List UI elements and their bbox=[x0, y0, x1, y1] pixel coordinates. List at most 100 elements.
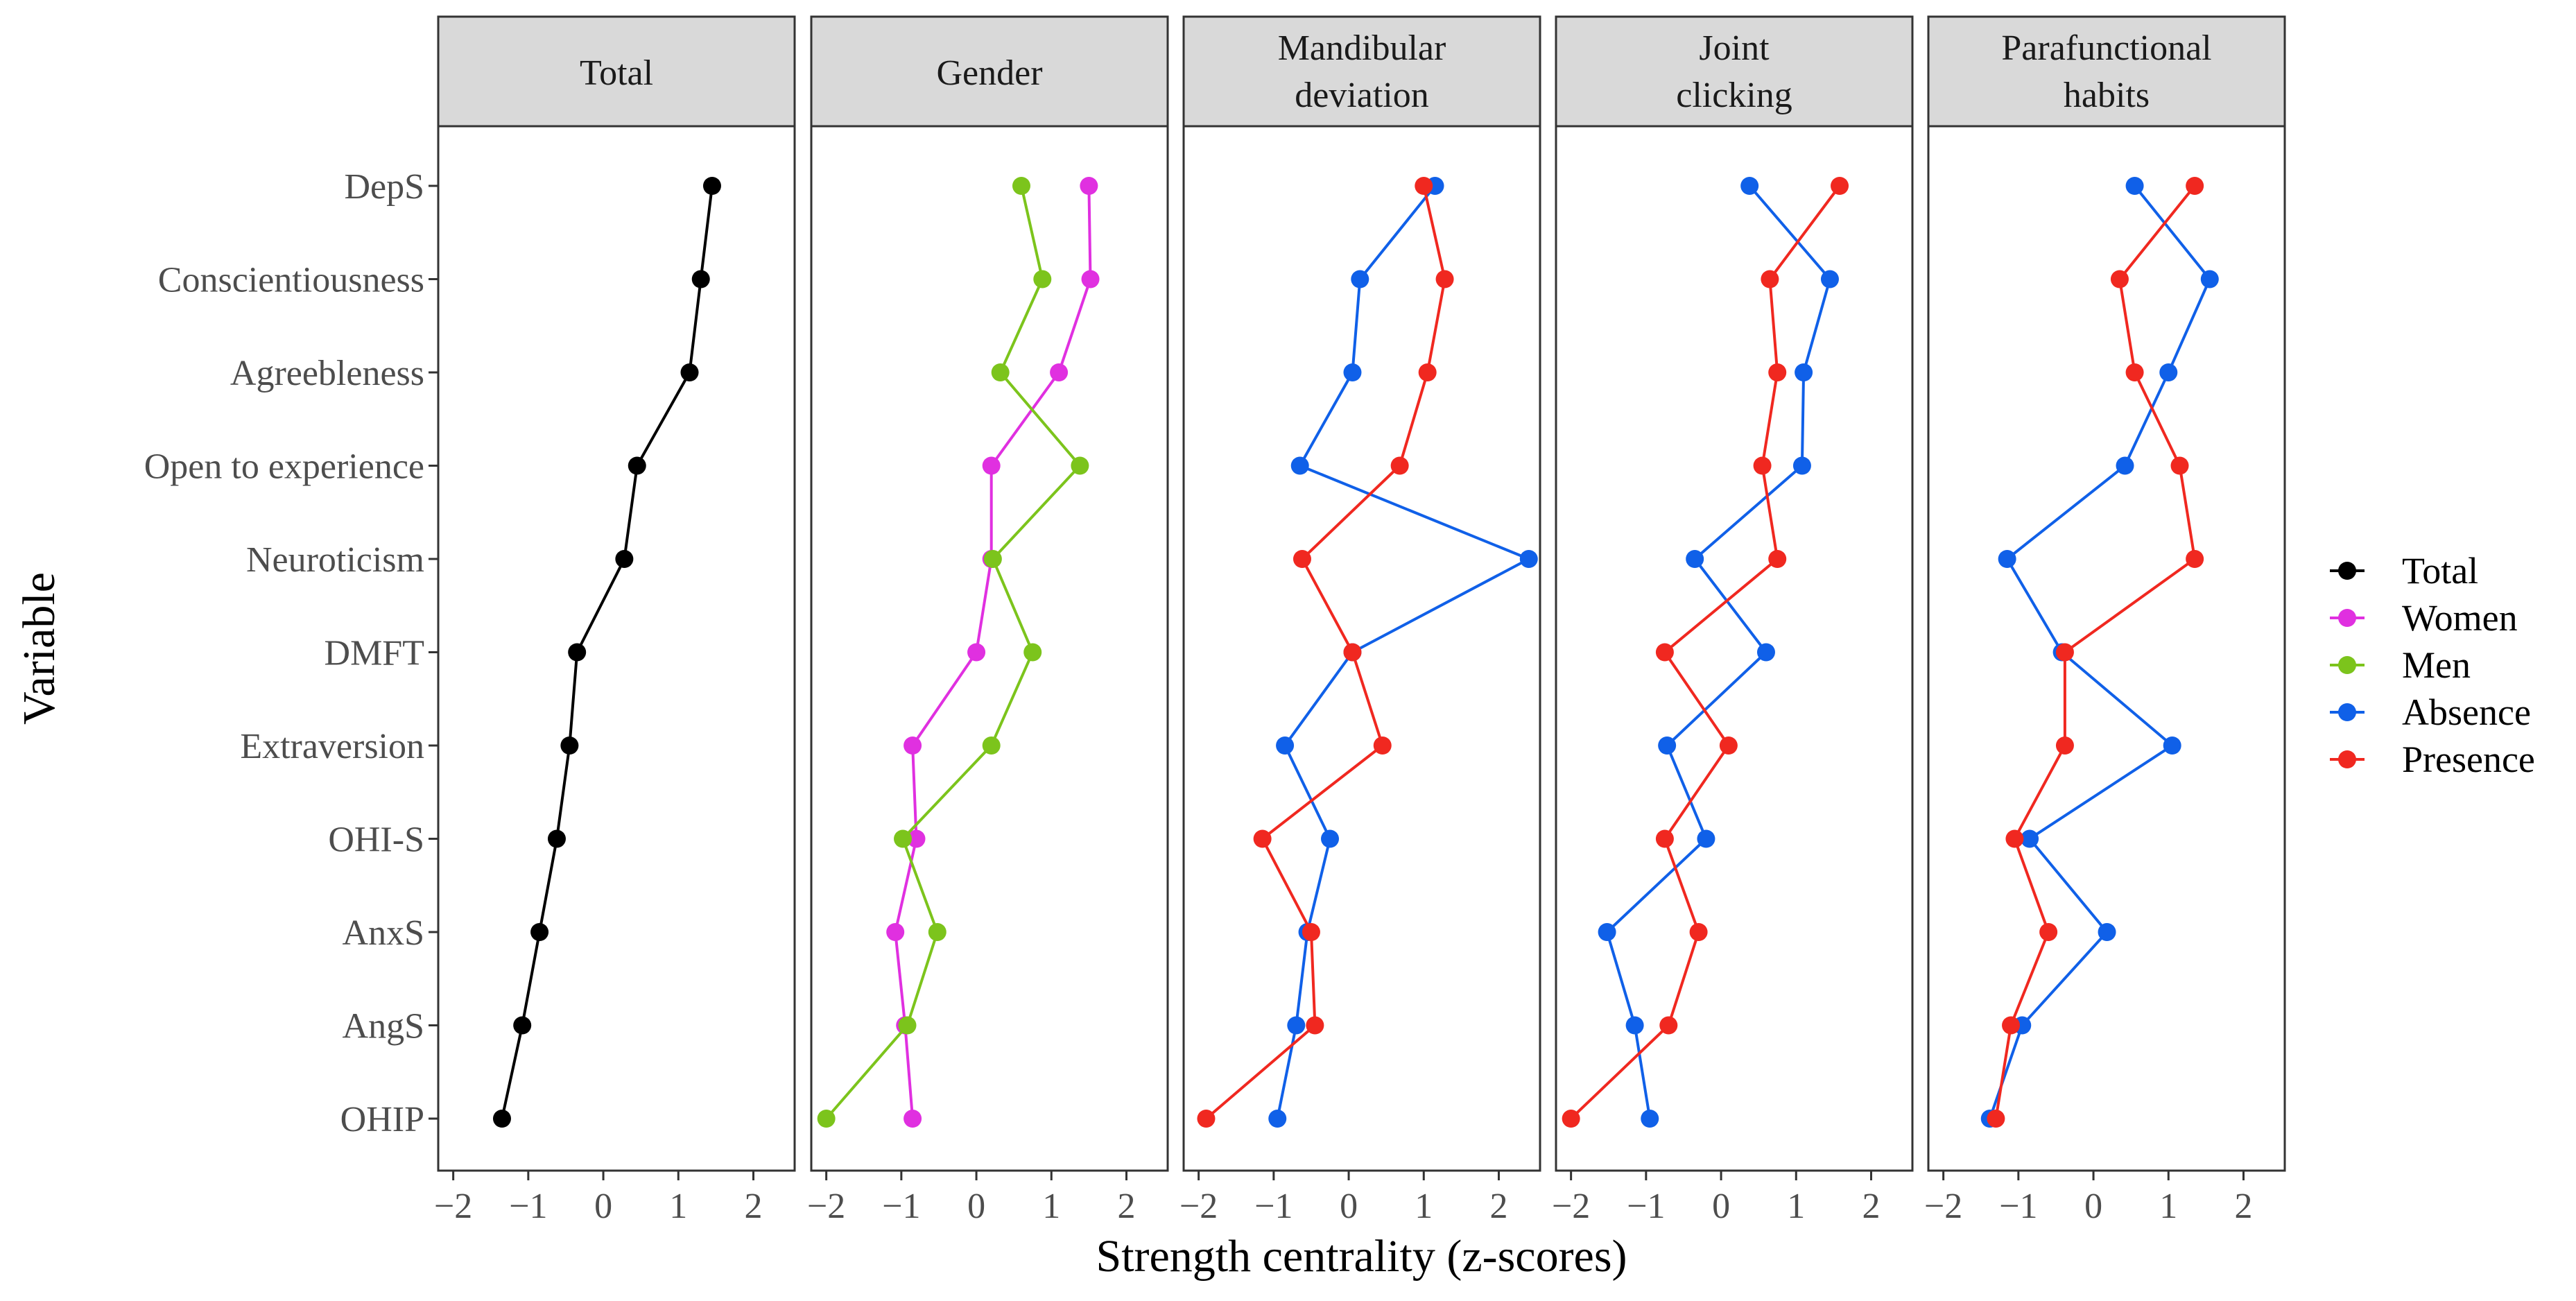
data-point-women bbox=[967, 643, 986, 662]
data-point-presence bbox=[1253, 829, 1272, 848]
data-point-total bbox=[513, 1016, 532, 1035]
data-point-presence bbox=[1390, 456, 1409, 475]
data-point-men bbox=[1071, 456, 1089, 475]
data-point-absence bbox=[1686, 550, 1704, 568]
data-point-men bbox=[983, 550, 1002, 568]
strip-title: Mandibular bbox=[1278, 28, 1446, 68]
data-point-total bbox=[530, 923, 549, 941]
data-point-women bbox=[1081, 270, 1100, 288]
x-tick-label: −2 bbox=[434, 1187, 472, 1226]
data-point-presence bbox=[2002, 1016, 2021, 1035]
data-point-presence bbox=[1293, 550, 1311, 568]
strip-background bbox=[1555, 15, 1914, 128]
data-point-total bbox=[615, 550, 634, 568]
legend-key-point bbox=[2338, 703, 2356, 721]
data-point-absence bbox=[2125, 177, 2144, 195]
y-tick-label: Extraversion bbox=[240, 727, 424, 766]
data-point-presence bbox=[2055, 736, 2074, 755]
data-point-total bbox=[560, 736, 579, 755]
data-point-presence bbox=[1761, 270, 1779, 288]
data-point-presence bbox=[1831, 177, 1849, 195]
panel-border bbox=[1927, 125, 2286, 1172]
strip-title: habits bbox=[2064, 76, 2150, 115]
data-point-women bbox=[904, 1110, 922, 1128]
data-point-presence bbox=[1987, 1110, 2005, 1128]
x-tick-label: 2 bbox=[1117, 1187, 1135, 1226]
data-point-presence bbox=[1659, 1016, 1678, 1035]
data-point-absence bbox=[2159, 363, 2178, 381]
legend: Total Women Men Absence Presence bbox=[2330, 550, 2535, 780]
data-point-total bbox=[568, 643, 587, 662]
data-point-absence bbox=[1792, 456, 1811, 475]
y-tick-label: DepS bbox=[344, 167, 424, 207]
strip-title: clicking bbox=[1676, 76, 1792, 115]
data-point-absence bbox=[1321, 829, 1340, 848]
data-point-presence bbox=[1719, 736, 1738, 755]
facet-panel-2: Gender −2 −1 0 1 2 bbox=[807, 15, 1169, 1226]
data-point-women bbox=[1050, 363, 1069, 381]
legend-label: Men bbox=[2402, 644, 2471, 686]
data-point-women bbox=[886, 923, 905, 941]
facet-panel-3: Mandibular deviation −2 −1 0 1 2 bbox=[1179, 15, 1541, 1226]
strip-background bbox=[810, 15, 1169, 128]
data-point-men bbox=[991, 363, 1010, 381]
data-point-absence bbox=[1658, 736, 1677, 755]
data-point-total bbox=[628, 456, 646, 475]
strip-background bbox=[1182, 15, 1541, 128]
data-point-absence bbox=[1697, 829, 1715, 848]
y-tick-label: Conscientiousness bbox=[158, 261, 424, 300]
legend-key-point bbox=[2338, 750, 2356, 768]
data-point-men bbox=[1033, 270, 1052, 288]
data-point-absence bbox=[1795, 363, 1813, 381]
data-point-presence bbox=[1418, 363, 1437, 381]
x-tick-label: 1 bbox=[2159, 1187, 2177, 1226]
legend-label: Presence bbox=[2402, 739, 2535, 780]
data-point-presence bbox=[2055, 643, 2074, 662]
data-point-presence bbox=[1655, 643, 1674, 662]
data-point-absence bbox=[1820, 270, 1839, 288]
data-point-presence bbox=[1689, 923, 1708, 941]
data-point-absence bbox=[1351, 270, 1369, 288]
data-point-absence bbox=[2116, 456, 2134, 475]
data-point-presence bbox=[2125, 363, 2144, 381]
panel-border bbox=[437, 125, 796, 1172]
x-axis-title: Strength centrality (z-scores) bbox=[1096, 1231, 1627, 1282]
strip-background bbox=[437, 15, 796, 128]
x-tick-label: 2 bbox=[744, 1187, 762, 1226]
x-tick-label: −1 bbox=[509, 1187, 547, 1226]
x-tick-label: 2 bbox=[1862, 1187, 1880, 1226]
data-point-total bbox=[547, 829, 566, 848]
data-point-presence bbox=[2039, 923, 2058, 941]
data-point-absence bbox=[1268, 1110, 1287, 1128]
data-point-absence bbox=[1519, 550, 1538, 568]
x-tick-label: 0 bbox=[2084, 1187, 2102, 1226]
data-point-women bbox=[904, 736, 922, 755]
x-tick-label: 1 bbox=[669, 1187, 687, 1226]
data-point-absence bbox=[1625, 1016, 1644, 1035]
data-point-total bbox=[702, 177, 721, 195]
data-point-presence bbox=[1768, 363, 1787, 381]
y-tick-label: Open to experience bbox=[144, 447, 424, 487]
data-point-presence bbox=[1415, 177, 1433, 195]
data-point-presence bbox=[1562, 1110, 1580, 1128]
data-point-presence bbox=[1768, 550, 1787, 568]
data-point-absence bbox=[1276, 736, 1295, 755]
data-point-men bbox=[1023, 643, 1042, 662]
data-point-presence bbox=[1435, 270, 1454, 288]
x-tick-label: −2 bbox=[1179, 1187, 1218, 1226]
data-point-men bbox=[894, 829, 913, 848]
data-point-women bbox=[1080, 177, 1098, 195]
y-tick-label: Neuroticism bbox=[246, 540, 424, 580]
legend-label: Women bbox=[2402, 597, 2518, 639]
x-tick-label: −1 bbox=[882, 1187, 920, 1226]
data-point-total bbox=[691, 270, 710, 288]
facet-panel-5: Parafunctional habits −2 −1 0 1 2 bbox=[1924, 15, 2286, 1226]
data-point-total bbox=[680, 363, 699, 381]
panel-border bbox=[1555, 125, 1914, 1172]
x-tick-label: −2 bbox=[1552, 1187, 1590, 1226]
strip-title: Total bbox=[580, 53, 653, 93]
data-point-women bbox=[907, 829, 926, 848]
data-point-presence bbox=[1373, 736, 1392, 755]
x-tick-label: 2 bbox=[1489, 1187, 1507, 1226]
x-tick-label: −2 bbox=[1924, 1187, 1962, 1226]
